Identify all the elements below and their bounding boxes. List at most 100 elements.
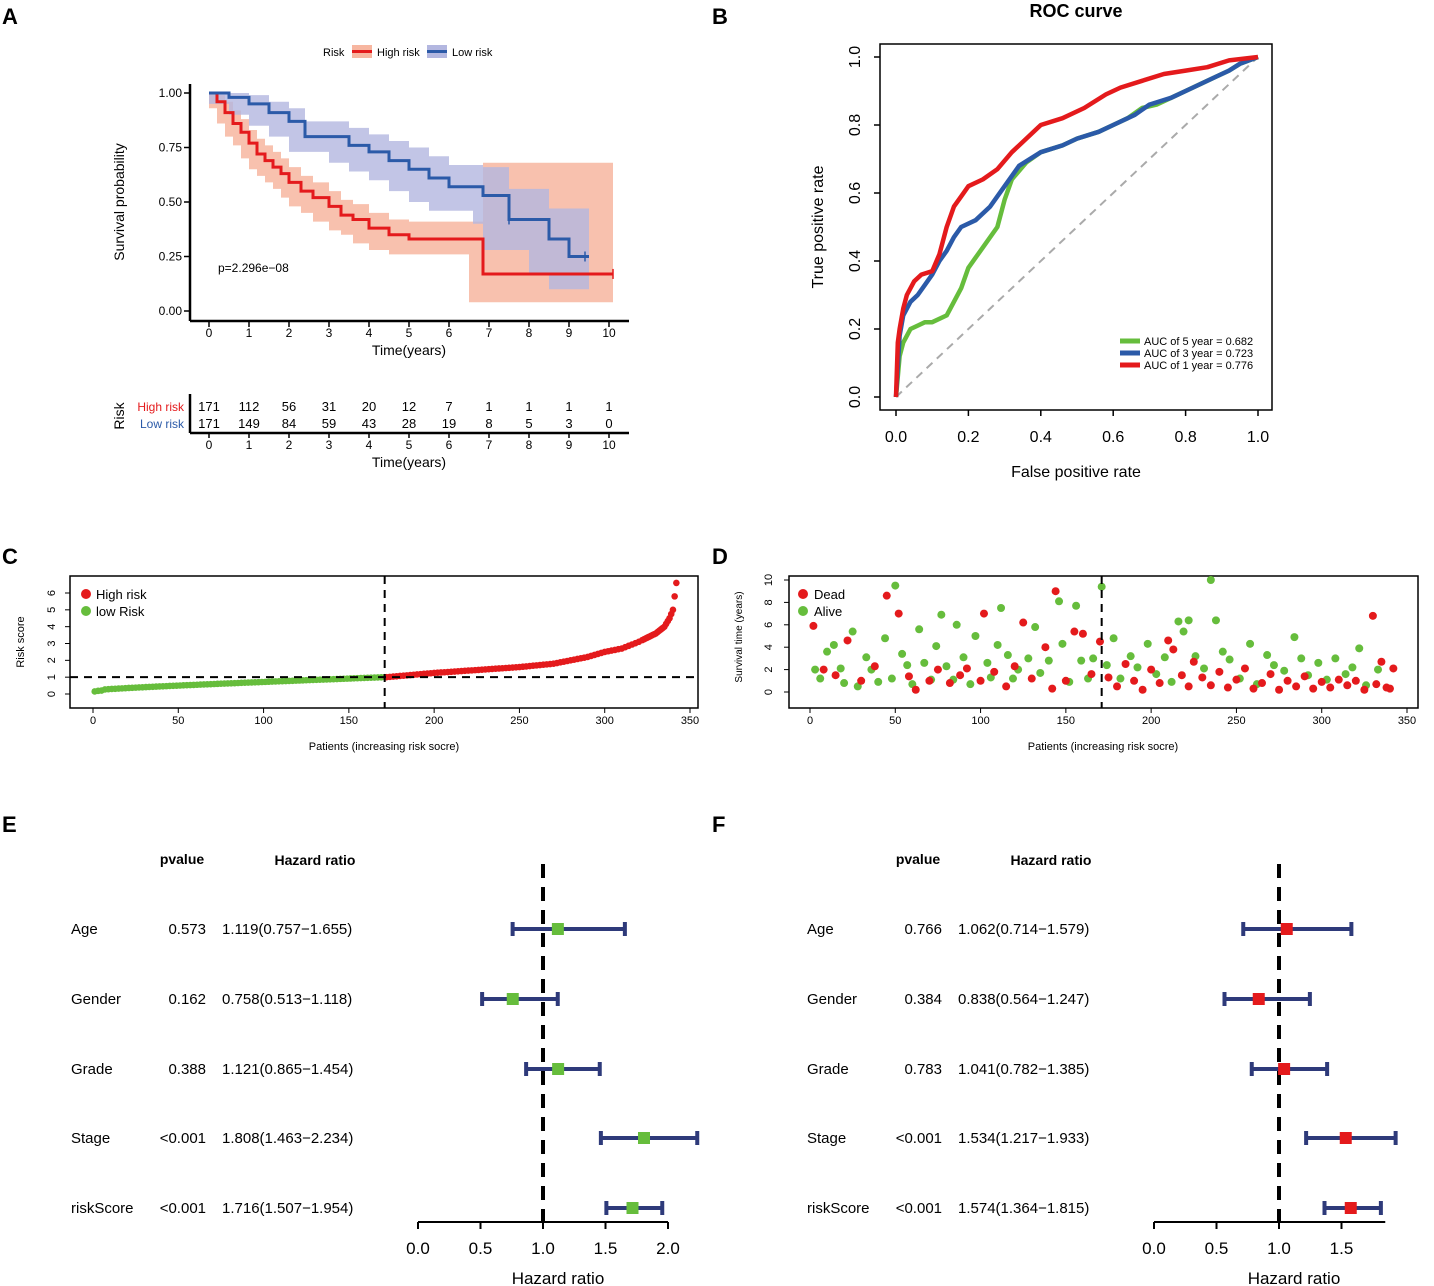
row-variable-label: Grade — [807, 1061, 849, 1078]
ci-band-low-risk — [209, 93, 589, 290]
row-variable-label: Age — [71, 921, 98, 938]
dead-point — [857, 676, 866, 685]
panel-c-risk-score-plot: 0 50 100 150 200 250 300 350 0 1 2 3 4 5 6 Patients (in… — [15, 575, 699, 753]
legend-label-dead: Dead — [814, 587, 845, 602]
dead-point — [1041, 643, 1050, 652]
x-tick-label: 1.0 — [1267, 1239, 1291, 1258]
row-variable-label: Stage — [807, 1130, 846, 1147]
x-tick-label: 0.5 — [1205, 1239, 1229, 1258]
risk-table-row-label: Low risk — [140, 417, 185, 431]
chart-title: ROC curve — [1029, 1, 1122, 21]
dead-point — [1215, 667, 1224, 676]
y-tick-label: 0 — [763, 689, 775, 695]
risk-table-count: 0 — [605, 416, 612, 431]
alive-point — [840, 679, 849, 688]
legend-dot-dead — [798, 589, 808, 599]
panel-label-f: F — [712, 812, 725, 837]
x-tick-label: 8 — [526, 326, 533, 340]
dead-point — [882, 591, 891, 600]
dead-point — [1309, 684, 1318, 693]
alive-point — [1008, 674, 1017, 683]
dead-point — [1377, 657, 1386, 666]
x-tick-label: 0.5 — [469, 1239, 493, 1258]
row-hazard-ratio-text: 1.041(0.782−1.385) — [958, 1061, 1089, 1078]
row-hazard-ratio-text: 0.758(0.513−1.118) — [222, 991, 352, 1008]
risk-table-count: 12 — [402, 399, 416, 414]
dead-point — [1206, 681, 1215, 690]
risk-table-count: 1 — [485, 399, 492, 414]
x-tick-label: 50 — [889, 715, 901, 727]
hazard-ratio-marker — [506, 993, 519, 1005]
legend-label: AUC of 5 year = 0.682 — [1144, 336, 1253, 348]
row-pvalue: 0.573 — [168, 921, 206, 938]
risk-table-count: 43 — [362, 416, 376, 431]
x-tick-label: 200 — [425, 715, 443, 727]
y-tick-label: 0.6 — [847, 182, 864, 204]
dead-point — [1389, 664, 1398, 673]
legend-label-alive: Alive — [814, 604, 842, 619]
alive-point — [816, 674, 825, 683]
alive-point — [1184, 616, 1193, 625]
row-variable-label: Age — [807, 921, 834, 938]
x-tick-label: 2.0 — [656, 1239, 680, 1258]
x-tick-label: 1.0 — [531, 1239, 555, 1258]
alive-point — [829, 640, 838, 649]
y-tick-label: 0.50 — [159, 195, 183, 209]
alive-point — [1116, 674, 1125, 683]
dead-point — [1027, 674, 1036, 683]
hazard-ratio-marker — [1339, 1132, 1352, 1144]
x-tick-label: 1.5 — [1330, 1239, 1354, 1258]
risk-table-count: 112 — [239, 399, 260, 414]
dead-point — [1121, 660, 1130, 668]
legend-label-high-risk: High risk — [96, 587, 147, 602]
alive-point — [952, 620, 961, 629]
risk-table-row-label: High risk — [137, 400, 185, 414]
x-tick-label: 1 — [246, 326, 253, 340]
alive-point — [1225, 655, 1234, 664]
dead-point — [1334, 675, 1343, 684]
alive-point — [937, 610, 946, 619]
risk-table-count: 56 — [282, 399, 296, 414]
x-tick-label: 3 — [326, 326, 333, 340]
panel-f-forest-plot: pvalue Hazard ratio Age 0.766 1.062(0.714−1.… — [807, 851, 1398, 1286]
risk-table-x-tick-label: 8 — [526, 438, 533, 452]
alive-point — [1263, 651, 1272, 660]
alive-point — [1036, 668, 1045, 677]
hazard-ratio-marker — [1278, 1063, 1291, 1075]
row-hazard-ratio-text: 1.121(0.865−1.454) — [222, 1061, 353, 1078]
dead-point — [1048, 684, 1057, 693]
alive-point — [983, 658, 992, 667]
alive-point — [1314, 658, 1323, 667]
legend-label: AUC of 3 year = 0.723 — [1144, 348, 1253, 360]
alive-point — [966, 680, 975, 689]
legend-dot-low-risk — [81, 606, 91, 616]
alive-point — [959, 653, 968, 662]
y-tick-label: 8 — [763, 599, 775, 605]
header-hazard-ratio: Hazard ratio — [1011, 852, 1092, 868]
dead-point — [956, 671, 965, 680]
x-tick-label: 0.0 — [885, 429, 907, 446]
risk-table-x-tick-label: 9 — [566, 438, 573, 452]
dead-point — [894, 609, 903, 618]
dead-point — [1385, 684, 1394, 693]
y-tick-label: 0.0 — [847, 386, 864, 408]
y-tick-label: 0.4 — [847, 250, 864, 272]
alive-point — [862, 653, 871, 662]
risk-table-count: 59 — [322, 416, 336, 431]
x-tick-label: 0.6 — [1102, 429, 1124, 446]
dead-point — [1232, 675, 1241, 684]
risk-table-x-tick-label: 2 — [286, 438, 293, 452]
p-value-annotation: p=2.296e−08 — [218, 261, 289, 275]
curve-high-risk — [209, 91, 613, 276]
x-axis-label: Hazard ratio — [1248, 1269, 1341, 1286]
risk-table-count: 28 — [402, 416, 416, 431]
dead-point — [1169, 645, 1178, 654]
x-tick-label: 2 — [286, 326, 293, 340]
panel-b-roc-curve: ROC curve 0.0 0.2 0.4 0.6 0.8 1.0 0.0 0.2 0.4 0.6 0… — [810, 1, 1273, 481]
dead-point — [1343, 681, 1352, 690]
panel-label-d: D — [712, 544, 728, 569]
risk-table-x-tick-label: 7 — [486, 438, 493, 452]
dead-point — [1275, 685, 1284, 694]
y-tick-label: 1 — [46, 674, 58, 680]
x-tick-label: 1.5 — [594, 1239, 618, 1258]
